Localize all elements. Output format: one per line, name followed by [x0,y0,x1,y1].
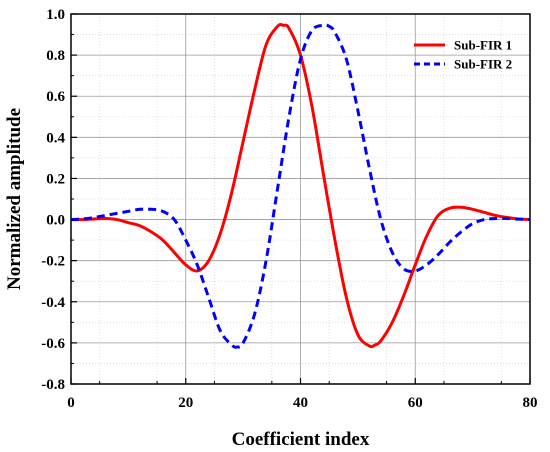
y-tick-label: 1.0 [46,7,65,23]
y-tick-label: -0.8 [41,377,65,393]
series-line-2 [70,23,531,349]
y-tick-label: 0.2 [46,171,65,187]
series-line-1 [70,22,531,349]
y-tick-label: 0.0 [46,213,65,229]
y-tick-label: -0.4 [41,295,65,311]
y-tick-label: 0.6 [46,89,65,105]
axis-ticks [70,13,531,385]
legend-label-sub-fir-1: Sub-FIR 1 [454,38,512,53]
x-tick-label: 20 [178,395,193,411]
x-axis-title: Coefficient index [232,429,370,450]
y-tick-label: -0.2 [41,254,65,270]
x-tick-label: 0 [67,395,75,411]
y-tick-label: 0.8 [46,48,65,64]
x-tick-label: 60 [408,395,423,411]
series-layer [70,22,531,349]
y-tick-labels: -0.8 -0.6 -0.4 -0.2 0.0 0.2 0.4 0.6 0.8 1.0 [41,7,65,393]
y-tick-label: -0.6 [41,336,65,352]
major-grid [71,14,530,384]
x-tick-label: 80 [523,395,538,411]
legend: Sub-FIR 1 Sub-FIR 2 [414,38,512,72]
legend-label-sub-fir-2: Sub-FIR 2 [454,57,512,72]
y-tick-label: 0.4 [46,130,65,146]
x-tick-labels: 0 20 40 60 80 [67,395,537,411]
x-tick-label: 40 [293,395,308,411]
y-axis-title: Normalized amplitude [4,108,25,290]
